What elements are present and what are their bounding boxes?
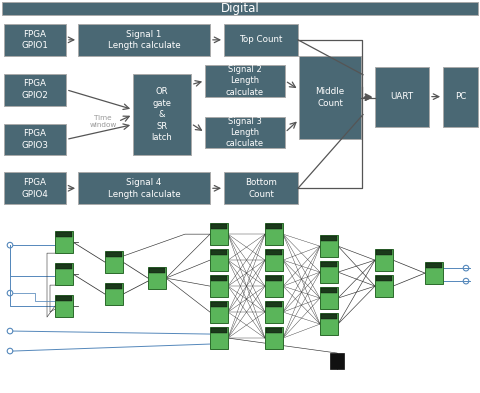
Text: FPGA
GPIO2: FPGA GPIO2 [22, 79, 48, 100]
Bar [299, 56, 361, 140]
Bar [443, 67, 478, 127]
Bar [55, 263, 73, 285]
Bar [376, 276, 392, 281]
Text: FPGA
GPIO3: FPGA GPIO3 [22, 129, 48, 150]
Bar [265, 327, 283, 349]
Bar [321, 236, 337, 241]
Bar [376, 250, 392, 255]
Text: FPGA
GPIO1: FPGA GPIO1 [22, 29, 48, 50]
Bar [266, 302, 282, 307]
Bar [375, 67, 429, 127]
Bar [2, 2, 478, 15]
Bar [224, 173, 298, 204]
Bar [105, 251, 123, 273]
Bar [321, 262, 337, 267]
Bar [266, 276, 282, 281]
Bar [210, 327, 228, 349]
Bar [106, 252, 122, 257]
Bar [78, 24, 210, 56]
Bar [375, 249, 393, 271]
Bar [265, 223, 283, 245]
Bar [4, 74, 66, 106]
Text: OR
gate
&
SR
latch: OR gate & SR latch [152, 87, 172, 142]
Bar [205, 65, 285, 97]
Text: Signal 3
Length
calculate: Signal 3 Length calculate [226, 117, 264, 149]
Bar [321, 288, 337, 293]
Bar [211, 328, 227, 333]
Text: PC: PC [455, 92, 466, 101]
Bar [55, 231, 73, 253]
Bar [224, 24, 298, 56]
Bar [148, 267, 166, 289]
Bar [4, 173, 66, 204]
Bar [266, 250, 282, 255]
Bar [211, 276, 227, 281]
Bar [321, 314, 337, 319]
Bar [210, 223, 228, 245]
Bar [106, 284, 122, 289]
Bar [133, 74, 191, 155]
Bar [211, 224, 227, 230]
Bar [330, 353, 344, 369]
Text: Signal 4
Length calculate: Signal 4 Length calculate [108, 178, 180, 198]
Bar [425, 262, 443, 284]
Bar [210, 249, 228, 271]
Bar [211, 302, 227, 307]
Bar [266, 328, 282, 333]
Bar [265, 249, 283, 271]
Bar [210, 275, 228, 297]
Bar [211, 250, 227, 255]
Bar [266, 224, 282, 230]
Bar [210, 301, 228, 323]
Bar [4, 123, 66, 155]
Bar [426, 263, 442, 268]
Bar [4, 24, 66, 56]
Bar [56, 296, 72, 301]
Bar [320, 261, 338, 283]
Text: FPGA
GPIO4: FPGA GPIO4 [22, 178, 48, 198]
Bar [55, 295, 73, 317]
Bar [78, 173, 210, 204]
Bar [265, 301, 283, 323]
Text: Bottom
Count: Bottom Count [245, 178, 277, 198]
Bar [149, 268, 165, 273]
Text: Middle
Count: Middle Count [315, 87, 345, 108]
Text: Signal 2
Length
calculate: Signal 2 Length calculate [226, 65, 264, 97]
Bar [56, 232, 72, 237]
Bar [205, 117, 285, 149]
Text: Signal 1
Length calculate: Signal 1 Length calculate [108, 29, 180, 50]
Text: Top Count: Top Count [240, 35, 283, 44]
Bar [320, 313, 338, 335]
Text: Time
window: Time window [89, 115, 117, 128]
Text: Digital: Digital [221, 2, 259, 15]
Text: UART: UART [390, 92, 414, 101]
Bar [375, 275, 393, 297]
Bar [320, 287, 338, 309]
Bar [105, 283, 123, 305]
Bar [56, 264, 72, 269]
Bar [320, 235, 338, 257]
Bar [265, 275, 283, 297]
